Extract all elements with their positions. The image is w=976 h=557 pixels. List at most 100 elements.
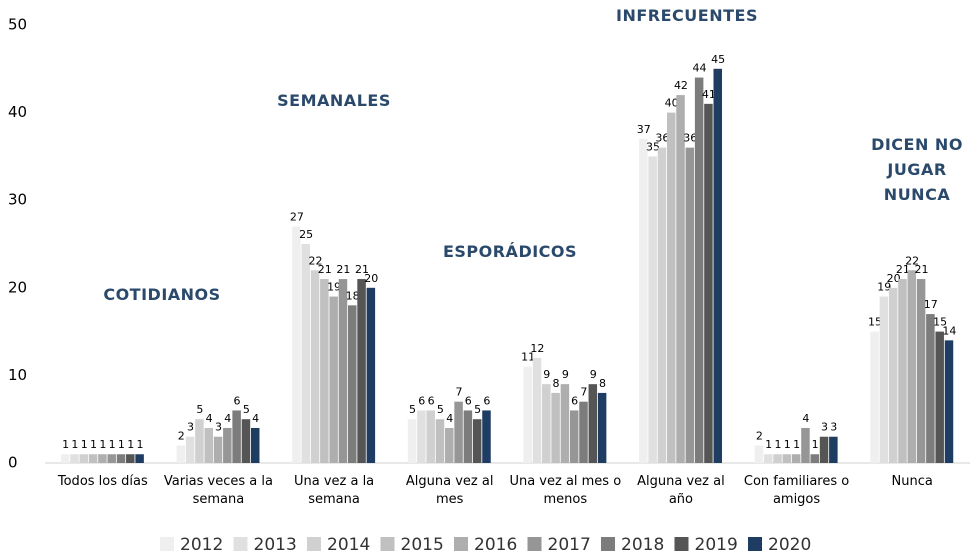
group-label: DICEN NO JUGAR NUNCA xyxy=(871,135,963,204)
value-label: 11 xyxy=(521,351,535,364)
value-label: 20 xyxy=(364,272,378,285)
value-label: 6 xyxy=(483,394,490,407)
value-label: 22 xyxy=(308,254,322,267)
value-label: 3 xyxy=(830,421,837,434)
value-label: 22 xyxy=(905,254,919,267)
value-label: 1 xyxy=(90,438,97,451)
value-label: 15 xyxy=(933,316,947,329)
x-tick-label: Con familiares o amigos xyxy=(743,474,850,507)
legend-swatch xyxy=(601,537,615,551)
group-label: ESPORÁDICOS xyxy=(442,242,578,261)
bar xyxy=(579,401,588,463)
bar xyxy=(879,296,889,463)
value-label: 3 xyxy=(187,421,194,434)
bar xyxy=(754,445,764,463)
legend-swatch xyxy=(527,537,542,551)
bar xyxy=(185,436,195,463)
value-label: 1 xyxy=(137,438,144,451)
value-label: 1 xyxy=(81,438,88,451)
bar xyxy=(417,410,426,463)
y-tick-label: 10 xyxy=(8,366,27,384)
value-label: 1 xyxy=(774,438,781,451)
legend-label: 2014 xyxy=(327,535,370,555)
bar xyxy=(223,427,232,463)
value-label: 40 xyxy=(665,97,679,110)
value-label: 36 xyxy=(683,132,697,145)
bar xyxy=(666,112,676,463)
bar xyxy=(648,156,657,463)
value-label: 4 xyxy=(802,412,809,425)
legend-swatch xyxy=(674,537,689,551)
value-label: 27 xyxy=(290,210,304,223)
bar xyxy=(870,331,879,463)
bar xyxy=(523,366,532,463)
legend-label: 2020 xyxy=(768,535,811,555)
bar xyxy=(60,454,70,463)
bar xyxy=(126,454,135,463)
value-label: 42 xyxy=(674,79,688,92)
bar xyxy=(810,454,820,463)
bar xyxy=(79,454,89,463)
value-label: 21 xyxy=(896,263,910,276)
value-label: 6 xyxy=(418,394,425,407)
x-tick-label: Varias veces a la semana xyxy=(163,474,273,507)
value-label: 45 xyxy=(711,53,725,66)
legend-label: 2017 xyxy=(548,535,591,555)
bar xyxy=(694,77,704,463)
value-label: 7 xyxy=(580,386,587,399)
value-label: 1 xyxy=(71,438,78,451)
legend-label: 2013 xyxy=(254,535,297,555)
legend-swatch xyxy=(233,537,248,551)
legend-swatch xyxy=(748,537,762,551)
legend-label: 2012 xyxy=(180,535,223,555)
bar xyxy=(791,454,801,463)
bar xyxy=(463,410,473,463)
bar xyxy=(657,147,667,463)
value-label: 2 xyxy=(756,429,763,442)
value-label: 1 xyxy=(765,438,772,451)
value-label: 9 xyxy=(590,368,597,381)
bar xyxy=(70,454,79,463)
x-tick-label: Nunca xyxy=(891,474,933,489)
value-label: 9 xyxy=(543,368,550,381)
bar xyxy=(407,419,417,463)
value-label: 5 xyxy=(409,403,416,416)
bar xyxy=(320,279,329,463)
bar xyxy=(773,454,782,463)
bar xyxy=(916,279,926,463)
legend-label: 2015 xyxy=(401,535,444,555)
x-tick-label: Una vez al mes o menos xyxy=(509,474,622,507)
bar xyxy=(935,331,944,463)
bar xyxy=(250,427,260,463)
bar xyxy=(588,384,598,463)
bar xyxy=(310,270,320,463)
value-label: 14 xyxy=(942,324,956,337)
value-label: 1 xyxy=(784,438,791,451)
bar xyxy=(135,454,144,463)
value-label: 1 xyxy=(109,438,116,451)
group-label: INFRECUENTES xyxy=(616,6,758,25)
value-label: 1 xyxy=(793,438,800,451)
value-label: 21 xyxy=(336,263,350,276)
legend-label: 2019 xyxy=(695,535,738,555)
x-tick-label: Alguna vez al año xyxy=(637,474,725,507)
bar xyxy=(569,410,579,463)
bar xyxy=(907,270,917,463)
bar xyxy=(685,147,695,463)
value-label: 37 xyxy=(637,123,651,136)
bar xyxy=(597,392,607,463)
bar xyxy=(713,68,722,464)
value-label: 3 xyxy=(821,421,828,434)
value-label: 44 xyxy=(693,62,707,75)
legend-label: 2018 xyxy=(621,535,664,555)
value-label: 1 xyxy=(118,438,125,451)
bar xyxy=(532,357,542,463)
bar xyxy=(213,436,223,463)
value-label: 8 xyxy=(553,377,560,390)
value-label: 17 xyxy=(924,298,938,311)
bar xyxy=(764,454,773,463)
bar xyxy=(204,427,213,463)
bar xyxy=(704,103,713,463)
y-tick-label: 30 xyxy=(8,191,27,209)
